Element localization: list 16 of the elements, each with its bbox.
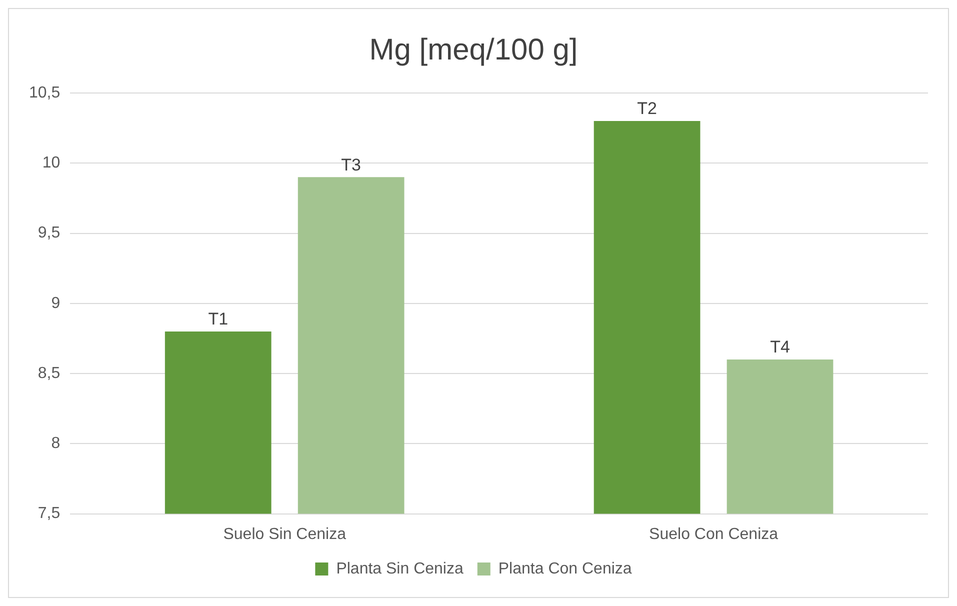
data-label: T3 [341,155,362,174]
legend-label: Planta Sin Ceniza [336,560,464,578]
chart-title: Mg [meq/100 g] [369,33,578,66]
y-tick-label: 10 [42,154,60,172]
data-label: T4 [770,338,790,357]
y-tick-label: 8 [51,435,60,452]
y-tick-label: 10,5 [29,84,60,102]
x-tick-label: Suelo Sin Ceniza [223,526,346,543]
x-tick-label: Suelo Con Ceniza [649,526,778,543]
data-label: T2 [637,99,657,118]
y-tick-label: 7,5 [38,505,60,522]
y-tick-label: 9 [51,294,60,312]
y-tick-label: 9,5 [38,224,60,242]
y-tick-label: 8,5 [38,364,60,382]
data-label: T1 [208,310,228,329]
legend-label: Planta Con Ceniza [498,560,632,578]
